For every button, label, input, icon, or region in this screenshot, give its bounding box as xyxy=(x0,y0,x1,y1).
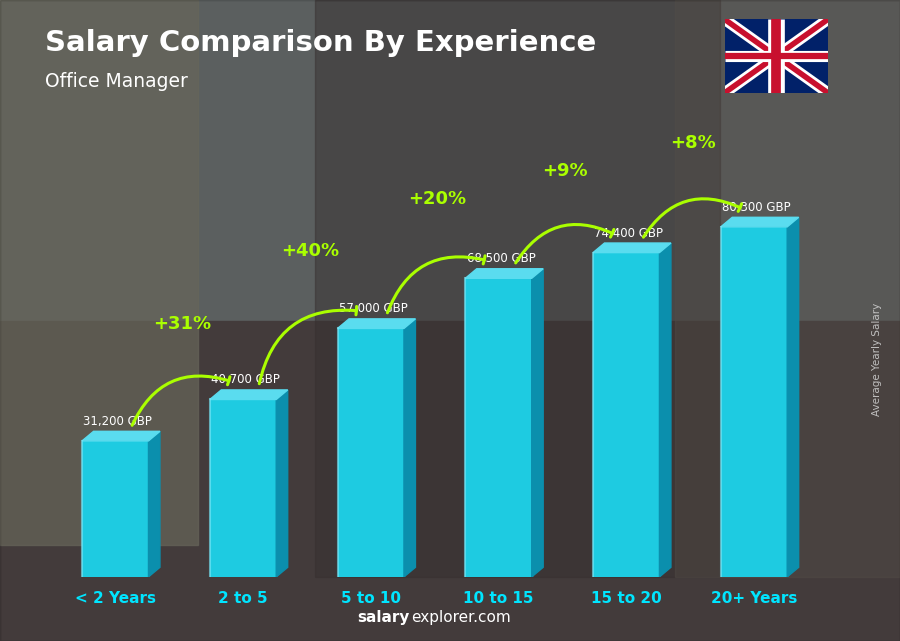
Polygon shape xyxy=(660,243,670,577)
Polygon shape xyxy=(404,319,416,577)
Bar xyxy=(0,320,900,641)
Polygon shape xyxy=(82,441,148,577)
Text: Average Yearly Salary: Average Yearly Salary xyxy=(872,303,883,415)
Polygon shape xyxy=(532,269,544,577)
Polygon shape xyxy=(338,328,404,577)
Polygon shape xyxy=(82,431,160,441)
Text: 74,400 GBP: 74,400 GBP xyxy=(594,226,663,240)
Text: Salary Comparison By Experience: Salary Comparison By Experience xyxy=(45,29,596,57)
Polygon shape xyxy=(148,431,160,577)
Text: 31,200 GBP: 31,200 GBP xyxy=(84,415,152,428)
Bar xyxy=(0,0,198,545)
Bar xyxy=(315,0,720,577)
Polygon shape xyxy=(210,390,288,399)
Polygon shape xyxy=(593,243,670,253)
Text: +31%: +31% xyxy=(153,315,211,333)
Text: 68,500 GBP: 68,500 GBP xyxy=(467,253,536,265)
Polygon shape xyxy=(788,217,798,577)
Text: salary: salary xyxy=(357,610,410,625)
Polygon shape xyxy=(276,390,288,577)
Bar xyxy=(675,0,900,577)
Polygon shape xyxy=(210,399,276,577)
Text: +8%: +8% xyxy=(670,134,716,152)
Polygon shape xyxy=(721,217,798,227)
Polygon shape xyxy=(721,227,788,577)
Polygon shape xyxy=(465,278,532,577)
Text: +40%: +40% xyxy=(281,242,338,260)
Polygon shape xyxy=(338,319,416,328)
Text: Office Manager: Office Manager xyxy=(45,72,188,91)
Text: 40,700 GBP: 40,700 GBP xyxy=(212,374,280,387)
Polygon shape xyxy=(593,253,660,577)
Text: explorer.com: explorer.com xyxy=(411,610,511,625)
Text: +9%: +9% xyxy=(543,162,588,180)
Text: +20%: +20% xyxy=(409,190,466,208)
Text: 57,000 GBP: 57,000 GBP xyxy=(339,303,408,315)
Polygon shape xyxy=(465,269,544,278)
Text: 80,300 GBP: 80,300 GBP xyxy=(722,201,791,214)
Bar xyxy=(0,0,900,320)
